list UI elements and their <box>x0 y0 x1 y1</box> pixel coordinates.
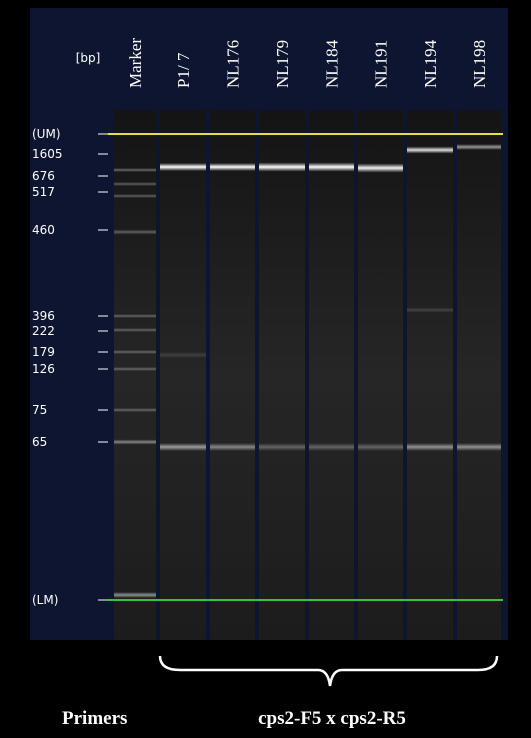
lane-label: P1/ 7 <box>174 52 193 88</box>
band <box>210 443 255 451</box>
band <box>358 164 403 173</box>
band <box>114 314 156 318</box>
band <box>114 592 156 598</box>
gel-view: [bp] Marker P1/ 7 NL176 NL179 NL184 NL191 NL19… <box>0 0 531 738</box>
band <box>407 308 453 313</box>
marker-label: (UM) <box>32 127 61 141</box>
marker-label: 517 <box>32 185 55 199</box>
lane-label: NL194 <box>421 39 440 88</box>
band <box>457 144 501 150</box>
lane-label: NL198 <box>470 40 489 88</box>
lane <box>114 110 156 640</box>
marker-label: (LM) <box>32 593 58 607</box>
lane-label: NL179 <box>273 40 292 88</box>
band <box>114 367 156 371</box>
footer-label: Primers <box>62 708 127 729</box>
band <box>210 163 255 171</box>
marker-label: 396 <box>32 309 55 323</box>
lane-label: NL176 <box>224 40 243 88</box>
band <box>114 350 156 354</box>
lane <box>309 110 354 640</box>
lane-label: NL184 <box>323 39 342 88</box>
band <box>114 440 156 445</box>
marker-label: 460 <box>32 223 55 237</box>
band <box>457 443 501 451</box>
lane <box>457 110 501 640</box>
band <box>259 163 305 172</box>
lane <box>407 110 453 640</box>
band <box>160 443 206 451</box>
band <box>259 443 305 451</box>
marker-label: 65 <box>32 435 47 449</box>
band <box>114 408 156 412</box>
band <box>114 194 156 198</box>
band <box>114 230 156 235</box>
brace <box>160 656 497 686</box>
marker-label: 75 <box>32 403 47 417</box>
lane <box>259 110 305 640</box>
marker-label: 126 <box>32 362 55 376</box>
marker-label: 179 <box>32 345 55 359</box>
band <box>114 168 156 172</box>
marker-label: 222 <box>32 324 55 338</box>
marker-label: 1605 <box>32 147 63 161</box>
marker-label: 676 <box>32 169 55 183</box>
band <box>160 352 206 358</box>
band <box>114 328 156 332</box>
band <box>309 443 354 451</box>
unit-label: [bp] <box>76 51 101 65</box>
band <box>309 163 354 172</box>
lane <box>160 110 206 640</box>
lane <box>358 110 403 640</box>
band <box>160 163 206 171</box>
band <box>358 443 403 451</box>
primers: cps2-F5 x cps2-R5 <box>258 708 406 729</box>
lane-label: Marker <box>126 38 145 88</box>
band <box>114 182 156 186</box>
lane <box>210 110 255 640</box>
lane-label: NL191 <box>372 40 391 88</box>
band <box>407 443 453 451</box>
band <box>407 147 453 154</box>
